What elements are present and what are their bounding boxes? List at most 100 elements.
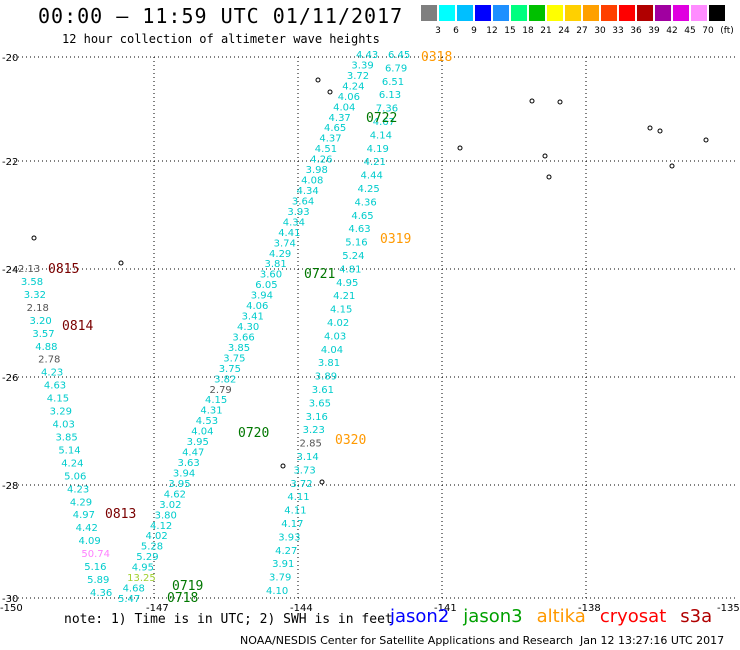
wave-height-value: 3.72: [290, 479, 312, 490]
wave-height-value: 3.39: [351, 60, 373, 71]
island-shape: [327, 89, 333, 95]
legend-swatch: [637, 5, 653, 21]
wave-height-value: 4.04: [333, 102, 355, 113]
wave-height-value: 6.51: [382, 77, 404, 88]
wave-height-value: 3.89: [315, 372, 337, 383]
time-label: 0719: [172, 579, 203, 594]
wave-height-value: 4.11: [287, 492, 309, 503]
wave-height-value: 4.15: [47, 394, 69, 405]
wave-height-value: 5.16: [84, 562, 106, 573]
wave-height-value: 2.78: [38, 355, 60, 366]
legend-swatch: [457, 5, 473, 21]
wave-height-value: 3.32: [24, 290, 46, 301]
time-label: 0720: [238, 426, 269, 441]
legend-level-label: 6: [453, 26, 459, 36]
wave-height-value: 4.15: [205, 395, 227, 406]
wave-height-value: 4.03: [324, 331, 346, 342]
wave-height-value: 6.05: [255, 280, 277, 291]
wave-height-value: 4.63: [348, 224, 370, 235]
legend-swatch: [439, 5, 455, 21]
wave-height-value: 4.19: [367, 144, 389, 155]
satellite-cryosat: cryosat: [599, 606, 667, 627]
wave-height-value: 4.03: [53, 420, 75, 431]
wave-height-value: 6.45: [388, 50, 410, 61]
wave-height-value: 4.08: [301, 176, 323, 187]
satellite-jason2: jason2: [390, 606, 450, 627]
legend-level-label: 15: [504, 26, 516, 36]
island-shape: [542, 153, 548, 159]
wave-height-value: 4.63: [44, 381, 66, 392]
legend-swatch: [493, 5, 509, 21]
wave-height-value: 4.21: [333, 291, 355, 302]
wave-height-value: 3.60: [260, 270, 282, 281]
wave-height-value: 3.74: [274, 238, 296, 249]
legend-swatch: [565, 5, 581, 21]
wave-height-value: 5.28: [141, 542, 163, 553]
legend-level-label: 42: [666, 26, 678, 36]
wave-height-value: 3.72: [347, 71, 369, 82]
wave-height-value: 4.15: [330, 305, 352, 316]
wave-height-value: 2.79: [210, 385, 232, 396]
island-shape: [31, 235, 37, 241]
wave-height-value: 5.47: [118, 594, 140, 605]
wave-height-value: 4.41: [278, 228, 300, 239]
wave-height-value: 13.25: [127, 573, 156, 584]
lat-label: -24: [2, 265, 18, 276]
time-label: 0815: [48, 262, 79, 277]
wave-height-value: 4.27: [275, 546, 297, 557]
legend-swatch: [673, 5, 689, 21]
legend-level-label: 21: [540, 26, 552, 36]
wave-height-value: 4.65: [324, 123, 346, 134]
legend-swatch: [475, 5, 491, 21]
legend-level-label: 12: [486, 26, 498, 36]
wave-height-value: 3.85: [55, 432, 77, 443]
legend-level-label: 24: [558, 26, 570, 36]
lat-label: -26: [2, 373, 18, 384]
legend-level-label: 39: [648, 26, 660, 36]
lat-label: -22: [2, 157, 18, 168]
wave-height-value: 4.95: [132, 563, 154, 574]
legend-swatch: [511, 5, 527, 21]
lat-label: -20: [2, 53, 18, 64]
wave-height-value: 3.93: [278, 532, 300, 543]
wave-height-value: 3.63: [178, 458, 200, 469]
legend-swatch: [421, 5, 437, 21]
wave-height-value: 4.04: [191, 427, 213, 438]
wave-height-value: 5.89: [87, 575, 109, 586]
wave-height-value: 2.13: [18, 264, 40, 275]
satellite-altika: altika: [536, 606, 586, 627]
wave-height-value: 4.29: [70, 497, 92, 508]
legend-level-label: 27: [576, 26, 588, 36]
wave-height-value: 4.09: [78, 536, 100, 547]
map-subtitle: 12 hour collection of altimeter wave hei…: [62, 32, 380, 46]
wave-height-value: 4.21: [364, 157, 386, 168]
wave-height-value: 4.04: [321, 345, 343, 356]
island-shape: [546, 174, 552, 180]
wave-height-value: 3.58: [21, 277, 43, 288]
island-shape: [457, 145, 463, 151]
wave-height-value: 3.16: [306, 412, 328, 423]
wave-height-value: 3.66: [232, 332, 254, 343]
satellite-jason3: jason3: [463, 606, 523, 627]
wave-height-value: 4.34: [297, 186, 319, 197]
island-shape: [703, 137, 709, 143]
legend-swatch: [709, 5, 725, 21]
wave-height-value: 4.12: [150, 521, 172, 532]
wave-height-value: 6.13: [379, 90, 401, 101]
wave-height-value: 4.31: [200, 406, 222, 417]
wave-height-value: 3.23: [303, 425, 325, 436]
wave-height-value: 5.14: [58, 445, 80, 456]
wave-height-value: 4.30: [237, 322, 259, 333]
wave-height-value: 4.24: [61, 458, 83, 469]
wave-height-value: 4.88: [35, 342, 57, 353]
wave-height-value: 3.75: [223, 353, 245, 364]
wave-height-value: 6.79: [385, 63, 407, 74]
wave-height-value: 3.64: [292, 196, 314, 207]
lon-label: -144: [290, 603, 313, 614]
wave-height-value: 4.23: [67, 484, 89, 495]
time-label: 0813: [105, 507, 136, 522]
time-label: 0718: [167, 591, 198, 606]
time-label: 0722: [366, 111, 397, 126]
wave-height-value: 3.65: [309, 398, 331, 409]
legend-level-label: 45: [684, 26, 696, 36]
